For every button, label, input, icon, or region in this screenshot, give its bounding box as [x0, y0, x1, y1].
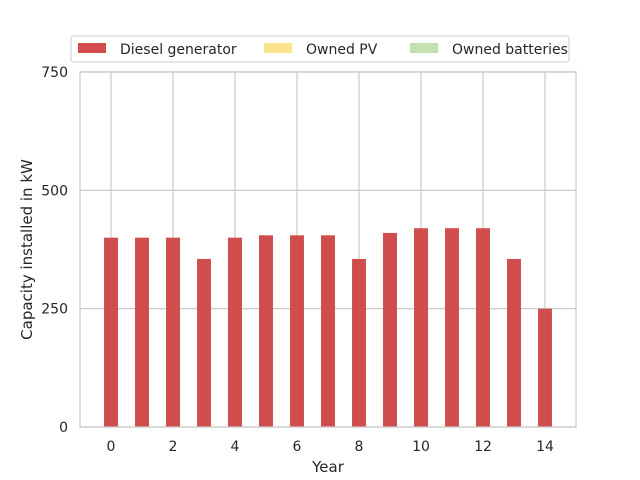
- legend-label-owned-pv: Owned PV: [306, 42, 378, 58]
- x-tick-label: 0: [107, 439, 116, 455]
- y-tick-label: 500: [41, 183, 68, 199]
- y-tick-label: 750: [41, 65, 68, 81]
- legend-swatch-owned-pv: [264, 43, 292, 53]
- legend-swatch-owned-batteries: [410, 43, 438, 53]
- legend-swatch-diesel-generator: [78, 43, 106, 53]
- y-tick-label: 0: [59, 420, 68, 436]
- bars: [104, 228, 552, 427]
- bar-diesel-generator: [383, 232, 397, 427]
- tick-labels: 0 2 4 6 8 10 12 14 0 250 500 750: [41, 65, 554, 455]
- bar-diesel-generator: [228, 237, 242, 427]
- bar-diesel-generator: [104, 237, 118, 427]
- y-tick-label: 250: [41, 302, 68, 318]
- x-tick-label: 8: [355, 439, 364, 455]
- y-axis-label: Capacity installed in kW: [18, 159, 36, 340]
- bar-diesel-generator: [135, 237, 149, 427]
- x-axis-label: Year: [311, 458, 345, 476]
- bar-diesel-generator: [352, 258, 366, 427]
- bar-diesel-generator: [166, 237, 180, 427]
- bar-diesel-generator: [290, 235, 304, 427]
- legend: Diesel generator Owned PV Owned batteries: [70, 35, 570, 63]
- x-tick-label: 2: [169, 439, 178, 455]
- x-tick-label: 14: [536, 439, 554, 455]
- legend-label-diesel-generator: Diesel generator: [120, 42, 237, 58]
- bar-diesel-generator: [507, 258, 521, 427]
- legend-box: [70, 35, 570, 63]
- bar-diesel-generator: [538, 308, 552, 427]
- bar-diesel-generator: [414, 228, 428, 427]
- bar-diesel-generator: [197, 258, 211, 427]
- bar-diesel-generator: [476, 228, 490, 427]
- bar-diesel-generator: [259, 235, 273, 427]
- legend-label-owned-batteries: Owned batteries: [452, 42, 568, 58]
- x-tick-label: 10: [412, 439, 430, 455]
- x-tick-label: 12: [474, 439, 492, 455]
- bar-diesel-generator: [445, 228, 459, 427]
- plot-frame: [79, 71, 577, 428]
- x-tick-label: 6: [293, 439, 302, 455]
- bar-diesel-generator: [321, 235, 335, 427]
- x-tick-label: 4: [231, 439, 240, 455]
